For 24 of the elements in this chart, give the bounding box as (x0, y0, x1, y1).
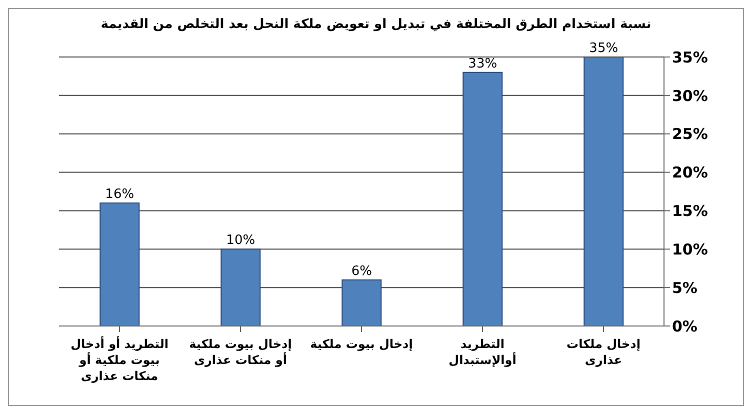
bar (220, 248, 261, 326)
y-tick-label: 30% (672, 86, 708, 105)
x-tick-label: إدخال بيوت ملكية أو منكات عذارى (189, 337, 292, 367)
y-tick-label: 5% (672, 278, 698, 297)
y-tick-label: 20% (672, 164, 708, 182)
bar (100, 202, 140, 326)
y-tick-label: 0% (672, 317, 698, 336)
y-tick-label: 25% (672, 125, 708, 144)
chart-title: نسبة استخدام الطرق المختلفة في تبديل او تعويض ملكة النحل بعد التخلص من القديمة (100, 16, 652, 34)
bar (584, 57, 624, 326)
y-tick-label: 15% (672, 202, 708, 220)
bar (342, 279, 382, 326)
x-tick-label: إدخال ملكات عذارى (566, 337, 640, 367)
data-label: 35% (589, 41, 618, 56)
y-tick-label: 10% (672, 240, 708, 258)
y-tick-label: 35% (672, 48, 708, 66)
data-label: 16% (105, 187, 134, 202)
data-label: 33% (468, 56, 498, 72)
data-label: 10% (226, 233, 256, 248)
x-tick-label: إدخال بيوت ملكية (310, 337, 413, 351)
x-tick-label: التطريد أوالإستبدال (448, 337, 516, 367)
bar (462, 72, 503, 326)
data-label: 6% (351, 264, 372, 279)
x-tick-label: التطريد أو أدخال بيوت ملكية أو منكات عذارى (70, 336, 168, 383)
